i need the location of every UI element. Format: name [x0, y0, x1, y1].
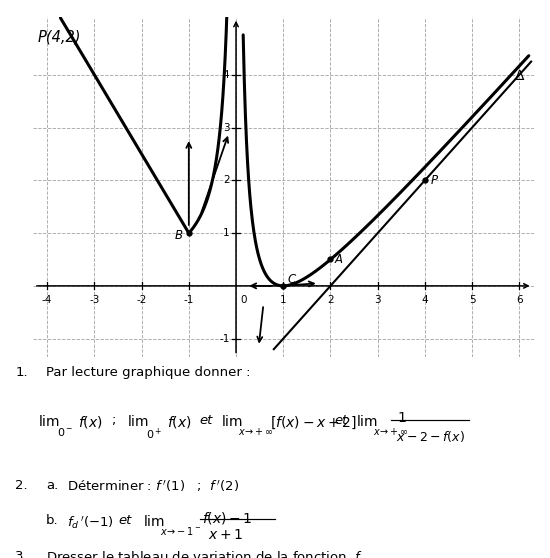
Text: $f(x)$: $f(x)$ — [167, 415, 192, 430]
Text: C: C — [287, 273, 295, 286]
Text: $x-2-f(x)$: $x-2-f(x)$ — [396, 429, 465, 444]
Text: -3: -3 — [89, 295, 100, 305]
Text: P: P — [431, 174, 438, 187]
Text: 3.: 3. — [15, 550, 28, 558]
Text: $[f(x)-x+2]$: $[f(x)-x+2]$ — [270, 415, 356, 431]
Text: 2.: 2. — [15, 479, 28, 492]
Text: 0: 0 — [241, 295, 248, 305]
Text: et: et — [334, 415, 348, 427]
Text: P(4,2): P(4,2) — [38, 30, 81, 45]
Text: $\lim$: $\lim$ — [143, 514, 165, 530]
Text: $\lim$: $\lim$ — [356, 415, 378, 430]
Text: 2: 2 — [223, 175, 229, 185]
Text: 4: 4 — [223, 70, 229, 80]
Text: $f(x)-1$: $f(x)-1$ — [202, 511, 253, 526]
Text: $0^+$: $0^+$ — [146, 426, 162, 441]
Text: a.: a. — [46, 479, 58, 492]
Text: -1: -1 — [184, 295, 194, 305]
Text: B: B — [175, 229, 183, 242]
Text: 5: 5 — [469, 295, 475, 305]
Text: 4: 4 — [422, 295, 428, 305]
Text: 1.: 1. — [15, 366, 28, 379]
Text: $\lim$: $\lim$ — [126, 415, 149, 430]
Text: Par lecture graphique donner :: Par lecture graphique donner : — [46, 366, 250, 379]
Text: -2: -2 — [136, 295, 147, 305]
Text: $x\!\to\!-1^-$: $x\!\to\!-1^-$ — [160, 525, 202, 537]
Text: Δ: Δ — [515, 69, 524, 83]
Text: $0^-$: $0^-$ — [57, 426, 73, 438]
Text: A: A — [334, 253, 342, 266]
Text: 2: 2 — [327, 295, 334, 305]
Text: $f_d\,'(-1)$: $f_d\,'(-1)$ — [68, 514, 114, 531]
Text: 6: 6 — [516, 295, 522, 305]
Text: $x+1$: $x+1$ — [208, 528, 243, 542]
Text: $1$: $1$ — [397, 411, 406, 425]
Text: b.: b. — [46, 514, 58, 527]
Text: 3: 3 — [223, 123, 229, 133]
Text: $\lim$: $\lim$ — [221, 415, 243, 430]
Text: -4: -4 — [42, 295, 52, 305]
Text: $f(x)$: $f(x)$ — [78, 415, 103, 430]
Text: $\lim$: $\lim$ — [38, 415, 60, 430]
Text: -1: -1 — [219, 334, 229, 344]
Text: 3: 3 — [375, 295, 381, 305]
Text: et: et — [200, 415, 213, 427]
Text: $x\!\to\!+\infty$: $x\!\to\!+\infty$ — [373, 426, 409, 437]
Text: 1: 1 — [280, 295, 287, 305]
Text: $x\!\to\!+\infty$: $x\!\to\!+\infty$ — [238, 426, 274, 437]
Text: ;: ; — [111, 415, 115, 427]
Text: 1: 1 — [223, 228, 229, 238]
Text: et: et — [119, 514, 132, 527]
Text: Dresser le tableau de variation de la fonction  $f$: Dresser le tableau de variation de la fo… — [46, 550, 362, 558]
Text: Déterminer : $f\,'(1)$   ;  $f\,'(2)$: Déterminer : $f\,'(1)$ ; $f\,'(2)$ — [68, 479, 240, 494]
